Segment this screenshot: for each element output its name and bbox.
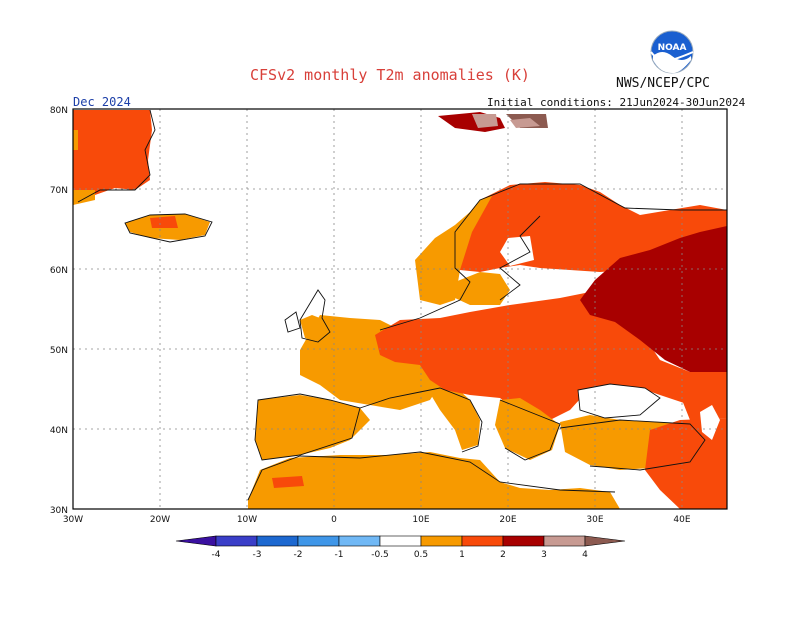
lon-label-0: 0: [331, 515, 337, 525]
target-month-label: Dec 2024: [73, 95, 131, 109]
lon-label-30w: 30W: [63, 515, 83, 525]
anomaly-fields: [73, 110, 727, 509]
colorbar-segment-4: [338, 535, 381, 547]
colorbar-label-3: 3: [541, 550, 547, 560]
lon-label-30e: 30E: [586, 515, 603, 525]
lon-label-10w: 10W: [237, 515, 257, 525]
black-sea: [578, 384, 660, 418]
colorbar-segment-9: [543, 535, 586, 547]
colorbar-label-05: 0.5: [414, 550, 428, 560]
colorbar-segment-7: [461, 535, 504, 547]
colorbar: -4 -3 -2 -1 -0.5 0.5 1 2 3 4: [175, 535, 626, 560]
coastlines: [77, 109, 727, 501]
southwest-europe-africa-anomaly: [255, 395, 370, 460]
lat-label-50n: 50N: [50, 346, 68, 356]
colorbar-label-m05: -0.5: [371, 550, 389, 560]
colorbar-label-4: 4: [582, 550, 588, 560]
lat-label-70n: 70N: [50, 186, 68, 196]
iceland-core: [150, 216, 178, 228]
north-africa-anomaly: [248, 452, 620, 509]
baltic-anomaly: [455, 272, 510, 305]
balkans-anomaly: [495, 398, 560, 460]
noaa-logo-text: NOAA: [658, 43, 687, 53]
greenland-edge: [73, 130, 95, 205]
lat-label-40n: 40N: [50, 426, 68, 436]
initial-conditions-label: Initial conditions: 21Jun2024-30Jun2024: [487, 96, 746, 109]
lon-label-20w: 20W: [150, 515, 170, 525]
map-title: CFSv2 monthly T2m anomalies (K): [250, 66, 530, 84]
caspian-sea: [700, 405, 720, 440]
colorbar-label-m4: -4: [212, 550, 221, 560]
latitude-labels: 80N 70N 60N 50N 40N 30N: [50, 106, 68, 516]
uk-anomaly: [300, 315, 330, 340]
colorbar-label-1: 1: [459, 550, 465, 560]
italy-anomaly: [425, 382, 480, 450]
norway-coast-anomaly: [415, 196, 492, 305]
map-frame: [72, 108, 728, 510]
noaa-logo: NOAA: [650, 30, 694, 74]
sweden-gap: [500, 236, 534, 266]
lon-label-20e: 20E: [499, 515, 516, 525]
greenland-anomaly: [73, 110, 152, 205]
lon-label-10e: 10E: [412, 515, 429, 525]
colorbar-segment-8: [502, 535, 545, 547]
lat-label-30n: 30N: [50, 506, 68, 516]
colorbar-label-m2: -2: [294, 550, 303, 560]
organization-label: NWS/NCEP/CPC: [616, 76, 710, 91]
colorbar-high-arrow: [584, 535, 626, 547]
north-africa-hot-patch: [272, 476, 304, 488]
colorbar-label-m3: -3: [253, 550, 262, 560]
colorbar-label-2: 2: [500, 550, 506, 560]
svalbard-anomaly-2: [472, 114, 498, 128]
colorbar-segment-1: [215, 535, 258, 547]
middle-east-anomaly: [645, 418, 727, 509]
lon-label-40e: 40E: [673, 515, 690, 525]
russia-anomaly: [580, 226, 727, 372]
map-gridlines: [73, 109, 727, 509]
franz-josef-anomaly-2: [510, 118, 540, 128]
colorbar-low-arrow: [175, 535, 217, 547]
longitude-labels: 30W 20W 10W 0 10E 20E 30E 40E: [63, 515, 691, 525]
lat-label-60n: 60N: [50, 266, 68, 276]
colorbar-segment-3: [297, 535, 340, 547]
lat-label-80n: 80N: [50, 106, 68, 116]
colorbar-segment-6: [420, 535, 463, 547]
colorbar-label-m1: -1: [335, 550, 344, 560]
colorbar-segment-2: [256, 535, 299, 547]
colorbar-segment-5: [379, 535, 422, 547]
